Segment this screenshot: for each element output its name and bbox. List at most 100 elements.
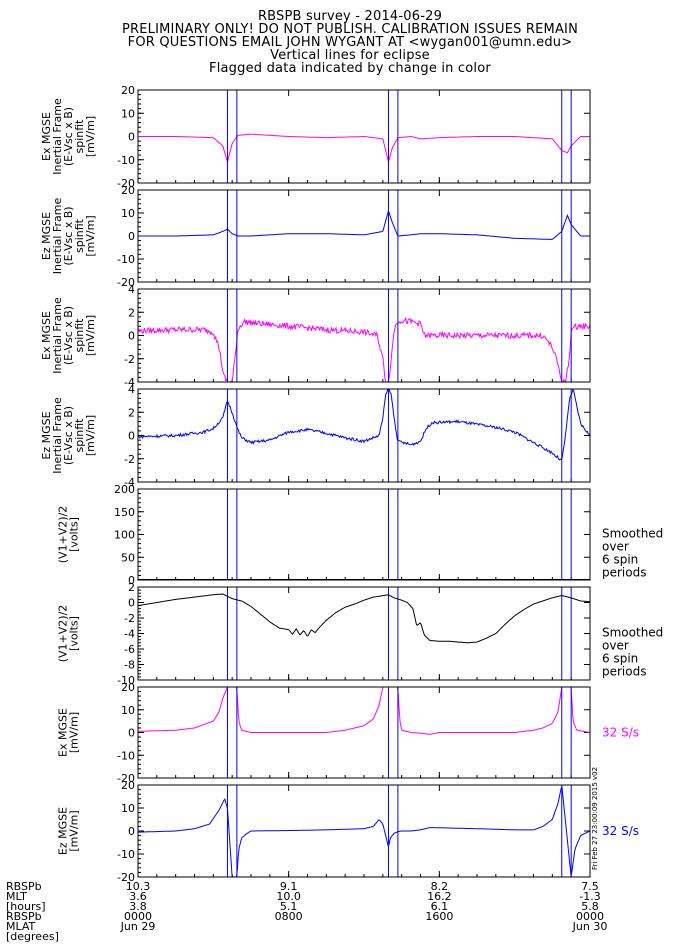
xaxis-row-label: RBSPb bbox=[6, 910, 42, 923]
xaxis-value: 0800 bbox=[275, 910, 303, 923]
y-axis-label: Inertial Frame bbox=[51, 397, 64, 474]
y-axis-label: (E-Vsc x B) bbox=[62, 306, 75, 365]
x-axis-footer: Fri Feb 27 23:00:09 2015 v02RBSPbMLT[hou… bbox=[6, 767, 607, 943]
contact-line: FOR QUESTIONS EMAIL JOHN WYGANT AT <wyga… bbox=[127, 35, 573, 50]
y-axis-label: [mV/m] bbox=[68, 712, 81, 753]
panel-frame bbox=[137, 89, 591, 184]
y-axis-label: Inertial Frame bbox=[51, 297, 64, 374]
ytick-label: 0 bbox=[128, 727, 135, 740]
ytick-label: 150 bbox=[114, 506, 135, 519]
ytick-label: 20 bbox=[121, 779, 135, 792]
ytick-label: -10 bbox=[117, 253, 135, 266]
series-line bbox=[138, 209, 590, 240]
ytick-label: 4 bbox=[128, 283, 135, 296]
ytick-label: 0 bbox=[128, 597, 135, 610]
xaxis-row-label: MLAT bbox=[6, 920, 36, 933]
y-axis-label: spinfit bbox=[73, 218, 86, 253]
y-axis-label: Ez MGSE bbox=[57, 807, 70, 855]
y-axis-label: (V1+V2)/2 bbox=[57, 506, 70, 564]
panel-p8: -20 -10 0 10 20 Ez MGSE[mV/m] 32 S/s bbox=[57, 779, 640, 884]
ytick-label: -4 bbox=[124, 376, 135, 389]
series-line bbox=[137, 593, 590, 644]
panel-note: Smoothed bbox=[602, 527, 663, 541]
panel-frame bbox=[137, 388, 591, 483]
panel-frame bbox=[137, 288, 591, 383]
ytick-label: 4 bbox=[128, 383, 135, 396]
series-line bbox=[137, 686, 591, 735]
panel-p5: 0 50 100 150 200 (V1+V2)/2[volts] Smoothedover… bbox=[57, 483, 664, 587]
ytick-label: -20 bbox=[117, 276, 135, 289]
ytick-label: 0 bbox=[128, 330, 135, 343]
xaxis-value: Jun 29 bbox=[120, 920, 156, 933]
y-axis-label: [volts] bbox=[68, 616, 81, 651]
y-axis-label: Inertial Frame bbox=[51, 98, 64, 175]
y-axis-label: Ex MGSE bbox=[40, 311, 53, 360]
xaxis-value: 1600 bbox=[425, 910, 453, 923]
y-axis-label: Ez MGSE bbox=[40, 212, 53, 260]
ytick-label: 2 bbox=[128, 406, 135, 419]
y-axis-label: [mV/m] bbox=[84, 116, 97, 157]
xaxis-value: 8.2 bbox=[431, 880, 449, 893]
flag-note: Flagged data indicated by change in colo… bbox=[209, 61, 491, 76]
ytick-label: -20 bbox=[117, 871, 135, 884]
figure-header: RBSPB survey - 2014-06-29 PRELIMINARY ON… bbox=[0, 10, 700, 75]
panel-note: Smoothed bbox=[602, 626, 663, 640]
y-axis-label: [mV/m] bbox=[84, 215, 97, 256]
panel-p7: -20 -10 0 10 20 Ex MGSE[mV/m] 32 S/s bbox=[57, 681, 640, 785]
ytick-label: -2 bbox=[124, 612, 135, 625]
series-line bbox=[138, 785, 591, 878]
xaxis-row-label: [hours] bbox=[6, 900, 46, 913]
y-axis-label: [mV/m] bbox=[84, 315, 97, 356]
panel-note: 6 spin bbox=[602, 553, 638, 567]
xaxis-row-label: RBSPb bbox=[6, 880, 42, 893]
xaxis-value: 3.6 bbox=[129, 890, 147, 903]
ytick-label: -20 bbox=[117, 177, 135, 190]
y-axis-label: spinfit bbox=[73, 318, 86, 353]
ytick-label: 0 bbox=[128, 430, 135, 443]
series-line bbox=[137, 388, 591, 461]
ytick-label: 50 bbox=[121, 551, 135, 564]
panel-note: periods bbox=[602, 665, 646, 679]
panel-note: periods bbox=[602, 566, 646, 580]
xaxis-value: 9.1 bbox=[280, 880, 298, 893]
warning-line: PRELIMINARY ONLY! DO NOT PUBLISH. CALIBR… bbox=[121, 22, 579, 37]
ytick-label: 2 bbox=[128, 581, 135, 594]
ytick-label: -10 bbox=[117, 749, 135, 762]
eclipse-note: Vertical lines for eclipse bbox=[270, 48, 430, 63]
y-axis-label: spinfit bbox=[73, 418, 86, 453]
panel-frame bbox=[137, 784, 591, 878]
ytick-label: 2 bbox=[128, 306, 135, 319]
ytick-label: -4 bbox=[124, 476, 135, 489]
ytick-label: -2 bbox=[124, 353, 135, 366]
ytick-label: 10 bbox=[121, 107, 135, 120]
panel-frame bbox=[137, 488, 591, 581]
xaxis-row-label: [degrees] bbox=[6, 930, 59, 943]
ytick-label: 10 bbox=[121, 802, 135, 815]
ytick-label: 0 bbox=[128, 574, 135, 587]
ytick-label: 200 bbox=[114, 483, 135, 496]
ytick-label: -10 bbox=[117, 154, 135, 167]
y-axis-label: [mV/m] bbox=[68, 810, 81, 851]
ytick-label: 100 bbox=[114, 529, 135, 542]
y-axis-label: [mV/m] bbox=[84, 415, 97, 456]
y-axis-label: Ex MGSE bbox=[40, 112, 53, 161]
ytick-label: 20 bbox=[121, 184, 135, 197]
ytick-label: -6 bbox=[124, 643, 135, 656]
xaxis-value: 0000 bbox=[576, 910, 604, 923]
panel-frame bbox=[137, 586, 591, 681]
xaxis-value: 6.1 bbox=[431, 900, 449, 913]
y-axis-label: Inertial Frame bbox=[51, 198, 64, 275]
xaxis-value: 7.5 bbox=[581, 880, 599, 893]
xaxis-value: Jun 30 bbox=[572, 920, 608, 933]
xaxis-value: 5.1 bbox=[280, 900, 298, 913]
ytick-label: 0 bbox=[128, 825, 135, 838]
y-axis-label: [volts] bbox=[68, 517, 81, 552]
y-axis-label: spinfit bbox=[73, 119, 86, 154]
ytick-label: 0 bbox=[128, 230, 135, 243]
ytick-label: 10 bbox=[121, 704, 135, 717]
